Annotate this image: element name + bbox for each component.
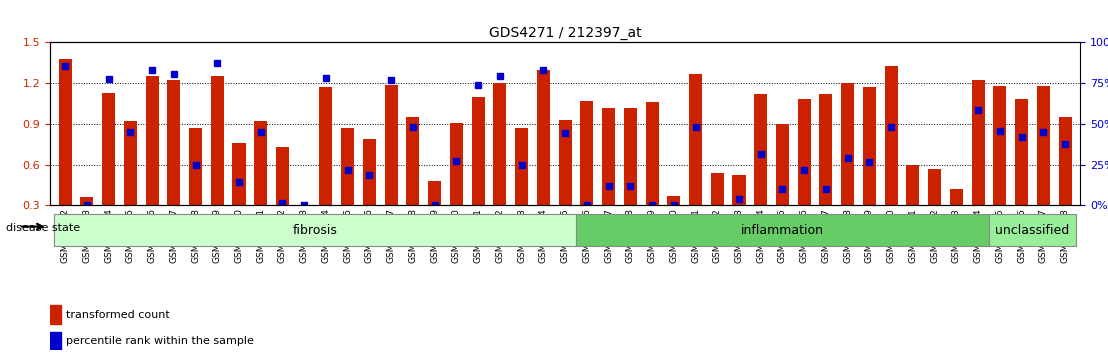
Bar xyxy=(493,83,506,205)
Text: inflammation: inflammation xyxy=(741,224,824,236)
Bar xyxy=(50,332,61,350)
Bar xyxy=(80,197,93,205)
Bar xyxy=(798,99,811,205)
FancyBboxPatch shape xyxy=(576,214,989,246)
Title: GDS4271 / 212397_at: GDS4271 / 212397_at xyxy=(489,26,642,40)
Bar xyxy=(407,117,420,205)
Bar xyxy=(841,83,854,205)
Bar xyxy=(384,85,398,205)
Bar xyxy=(689,74,702,205)
Bar xyxy=(233,143,246,205)
Bar xyxy=(929,169,941,205)
Bar xyxy=(450,122,463,205)
Text: disease state: disease state xyxy=(6,223,80,233)
FancyBboxPatch shape xyxy=(989,214,1076,246)
Bar xyxy=(646,102,658,205)
Bar xyxy=(167,80,181,205)
Bar xyxy=(59,59,72,205)
Bar xyxy=(124,121,136,205)
Bar xyxy=(341,128,355,205)
Bar xyxy=(536,70,550,205)
Bar xyxy=(145,76,158,205)
Bar xyxy=(276,147,289,205)
Bar xyxy=(581,101,594,205)
Bar xyxy=(972,80,985,205)
Bar xyxy=(950,189,963,205)
Bar xyxy=(820,94,832,205)
Bar xyxy=(667,196,680,205)
Bar xyxy=(472,97,484,205)
Bar xyxy=(363,139,376,205)
Bar xyxy=(428,181,441,205)
Bar xyxy=(994,86,1006,205)
Bar xyxy=(515,128,529,205)
Bar xyxy=(602,108,615,205)
Bar xyxy=(776,124,789,205)
Bar xyxy=(906,165,920,205)
FancyBboxPatch shape xyxy=(54,214,576,246)
Bar xyxy=(1015,99,1028,205)
Text: transformed count: transformed count xyxy=(66,310,171,320)
Bar xyxy=(1037,86,1050,205)
Text: percentile rank within the sample: percentile rank within the sample xyxy=(66,336,255,347)
Bar xyxy=(189,128,202,205)
Bar xyxy=(102,93,115,205)
Text: fibrosis: fibrosis xyxy=(293,224,338,236)
Bar xyxy=(558,120,572,205)
Bar xyxy=(1058,117,1071,205)
Bar xyxy=(50,305,61,324)
Bar xyxy=(211,76,224,205)
Bar xyxy=(732,176,746,205)
Bar xyxy=(710,173,724,205)
Bar xyxy=(884,65,897,205)
Bar xyxy=(863,87,876,205)
Text: unclassified: unclassified xyxy=(995,224,1069,236)
Bar xyxy=(755,94,767,205)
Bar xyxy=(319,87,332,205)
Bar xyxy=(624,108,637,205)
Bar xyxy=(254,121,267,205)
